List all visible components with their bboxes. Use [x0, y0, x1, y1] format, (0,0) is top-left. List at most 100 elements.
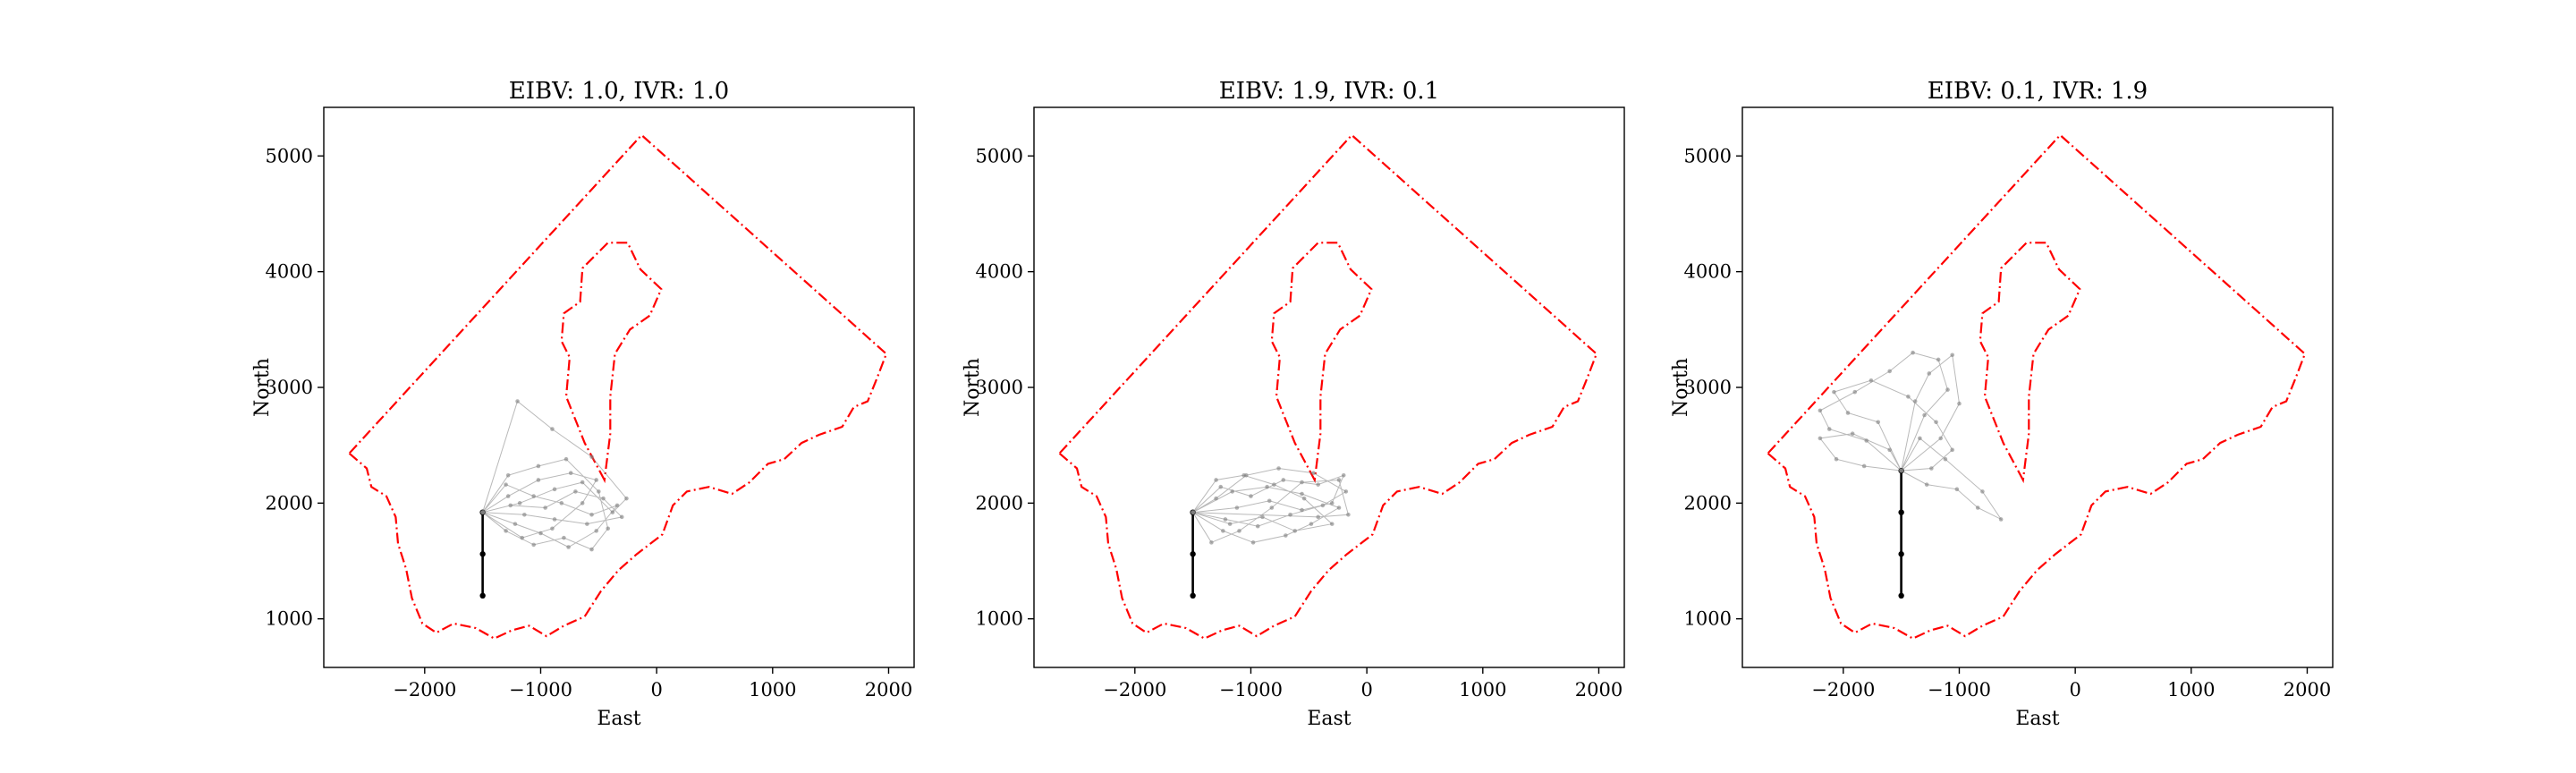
y-tick-label: 3000: [976, 377, 1023, 398]
candidate-path-point: [1320, 503, 1326, 508]
candidate-path-point: [564, 456, 569, 462]
candidate-path-point: [1899, 468, 1903, 473]
candidate-path-point: [1214, 478, 1218, 482]
candidate-path-point: [610, 510, 615, 514]
candidate-path-point: [1950, 353, 1954, 358]
axes-frame: [1033, 106, 1625, 668]
panel-title: EIBV: 1.0, IVR: 1.0: [509, 78, 729, 105]
candidate-path-point: [559, 501, 564, 505]
candidate-path-point: [505, 472, 511, 478]
candidate-path-point: [619, 514, 624, 520]
candidate-path-point: [597, 489, 601, 494]
y-tick-label: 4000: [976, 261, 1023, 283]
x-tick-label: −2000: [1811, 679, 1875, 701]
main-path-point: [479, 592, 486, 599]
candidate-path-point: [513, 522, 518, 526]
candidate-path-point: [1924, 482, 1929, 487]
y-axis-label: North: [1670, 358, 1692, 417]
candidate-path-point: [550, 427, 555, 431]
candidate-path-point: [594, 529, 599, 533]
candidate-path-point: [566, 545, 571, 549]
x-axis-label: East: [1307, 708, 1351, 730]
candidate-path-point: [1237, 529, 1241, 533]
candidate-path-point: [1284, 533, 1288, 538]
candidate-path-point: [1876, 420, 1881, 425]
x-tick-label: 0: [2069, 679, 2080, 701]
y-tick-label: 4000: [266, 261, 313, 283]
candidate-path-point: [606, 526, 610, 531]
x-tick-label: 2000: [865, 679, 912, 701]
candidate-path-point: [1249, 494, 1253, 498]
candidate-path-point: [1300, 491, 1304, 497]
candidate-path-point: [589, 547, 594, 552]
candidate-path-point: [520, 535, 525, 540]
candidate-path-point: [1301, 496, 1307, 501]
candidate-path-point: [531, 494, 536, 498]
candidate-path-point: [601, 496, 606, 501]
candidate-path-point: [1887, 369, 1892, 374]
candidate-path-point: [480, 510, 485, 514]
candidate-path-point: [536, 463, 541, 469]
candidate-path-point: [1950, 447, 1954, 453]
candidate-path-point: [1329, 522, 1335, 526]
candidate-path-point: [1272, 482, 1276, 487]
candidate-path-point: [1864, 438, 1869, 443]
candidate-path-point: [1975, 505, 1980, 510]
y-tick-label: 2000: [1684, 492, 1732, 514]
candidate-path-point: [1346, 512, 1351, 517]
candidate-path-point: [1316, 514, 1320, 520]
candidate-path-point: [505, 494, 511, 498]
x-axis-label: East: [597, 708, 640, 730]
candidate-path-point: [1336, 478, 1342, 482]
candidate-path-point: [1336, 505, 1342, 510]
y-axis-label: North: [251, 358, 274, 417]
candidate-path-point: [1818, 436, 1823, 441]
boundary-line: [1057, 133, 1598, 640]
candidate-path-point: [1832, 389, 1836, 395]
x-tick-label: 1000: [2167, 679, 2215, 701]
candidate-path-point: [1912, 399, 1918, 403]
x-tick-label: −1000: [1928, 679, 1991, 701]
x-tick-label: 2000: [2284, 679, 2331, 701]
candidate-path-point: [1861, 463, 1867, 469]
candidate-path-point: [1934, 420, 1938, 425]
y-tick-label: 1000: [1684, 608, 1732, 630]
candidate-path-point: [1868, 378, 1874, 383]
x-axis-label: East: [2015, 708, 2059, 730]
candidate-path-point: [1191, 510, 1195, 514]
candidate-path-point: [1998, 517, 2004, 522]
candidate-path-point: [1234, 505, 1240, 510]
candidate-path-point: [1850, 431, 1855, 437]
candidate-path-point: [543, 505, 547, 510]
plot-area: [1766, 133, 2307, 640]
candidate-path-point: [580, 501, 585, 505]
y-tick-label: 1000: [976, 608, 1023, 630]
candidate-path-point: [1221, 529, 1225, 533]
subplot-2: EIBV: 1.9, IVR: 0.1 East North −2000 −100…: [962, 78, 1625, 730]
candidate-path-point: [1852, 389, 1858, 395]
candidate-path-point: [1281, 478, 1286, 482]
candidate-path-point: [1227, 522, 1233, 526]
candidate-path-point: [550, 526, 555, 531]
candidate-path-point: [1311, 471, 1316, 476]
candidate-path-point: [1906, 395, 1911, 399]
candidate-path-point: [594, 478, 599, 482]
candidate-path-point: [504, 482, 508, 487]
plot-area: [1057, 133, 1598, 640]
candidate-path-point: [1267, 498, 1272, 504]
x-tick-label: 1000: [1459, 679, 1506, 701]
candidate-path-point: [1980, 489, 1985, 494]
x-tick-label: 2000: [1575, 679, 1623, 701]
candidate-path-point: [580, 480, 585, 485]
candidate-path-point: [1818, 408, 1823, 413]
candidate-path-point: [624, 496, 629, 501]
y-axis-label: North: [962, 358, 984, 417]
y-tick-label: 5000: [266, 145, 313, 166]
candidate-path-point: [1826, 427, 1832, 431]
main-path-point: [1898, 592, 1904, 599]
y-tick-label: 2000: [976, 492, 1023, 514]
y-tick-label: 4000: [1684, 261, 1732, 283]
y-tick-label: 5000: [1684, 145, 1732, 166]
candidate-path-point: [1954, 487, 1960, 492]
